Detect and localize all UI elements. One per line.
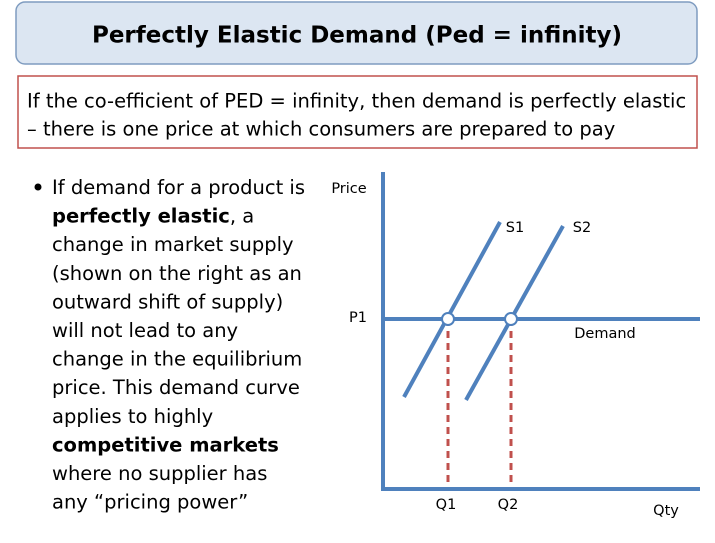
text: where no supplier has bbox=[52, 462, 267, 485]
text: If demand for a product is bbox=[52, 176, 305, 199]
text: , a bbox=[230, 204, 254, 227]
bullet-line: applies to highly bbox=[52, 404, 213, 427]
definition-line: If the co-efficient of PED = infinity, t… bbox=[27, 90, 686, 113]
bullet-line: (shown on the right as an bbox=[52, 261, 302, 284]
y-axis-label: Price bbox=[331, 181, 366, 197]
bullet-dot bbox=[34, 183, 42, 191]
text: price. This demand curve bbox=[52, 376, 300, 399]
bullet-line: If demand for a product is bbox=[52, 176, 305, 199]
bullet-line: will not lead to any bbox=[52, 319, 238, 342]
supply-label: S1 bbox=[506, 220, 524, 236]
bold-text: perfectly elastic bbox=[52, 204, 230, 227]
price-label: P1 bbox=[349, 310, 367, 326]
definition-box bbox=[17, 75, 698, 149]
text: change in market supply bbox=[52, 233, 294, 256]
demand-label: Demand bbox=[574, 326, 636, 342]
equilibrium-point bbox=[504, 312, 518, 326]
bullet-line: any “pricing power” bbox=[52, 490, 248, 513]
x-axis-label: Qty bbox=[653, 503, 679, 519]
text: will not lead to any bbox=[52, 319, 238, 342]
supply-label: S2 bbox=[573, 220, 591, 236]
diagram: Price P1 S1 S2 Demand Q1 Q2 Qty bbox=[331, 172, 700, 519]
text: applies to highly bbox=[52, 404, 213, 427]
bullet-line: competitive markets bbox=[52, 433, 279, 456]
bullet-line: change in market supply bbox=[52, 233, 294, 256]
bullet-line: change in the equilibrium bbox=[52, 347, 302, 370]
supply-line bbox=[402, 221, 502, 398]
bullet-line: price. This demand curve bbox=[52, 376, 300, 399]
text: change in the equilibrium bbox=[52, 347, 302, 370]
title-box bbox=[15, 1, 698, 65]
text: any “pricing power” bbox=[52, 490, 248, 513]
text: outward shift of supply) bbox=[52, 290, 283, 313]
equilibrium-point bbox=[441, 312, 455, 326]
text: (shown on the right as an bbox=[52, 261, 302, 284]
definition-line: – there is one price at which consumers … bbox=[27, 118, 615, 141]
bullet-text: If demand for a product is perfectly elas… bbox=[52, 176, 305, 514]
quantity-label: Q1 bbox=[436, 497, 457, 513]
bold-text: competitive markets bbox=[52, 433, 279, 456]
bullet-line: where no supplier has bbox=[52, 462, 267, 485]
title: Perfectly Elastic Demand (Ped = infinity… bbox=[92, 23, 622, 49]
bullet-line: outward shift of supply) bbox=[52, 290, 283, 313]
quantity-label: Q2 bbox=[498, 497, 519, 513]
bullet-line: perfectly elastic, a bbox=[52, 204, 254, 227]
